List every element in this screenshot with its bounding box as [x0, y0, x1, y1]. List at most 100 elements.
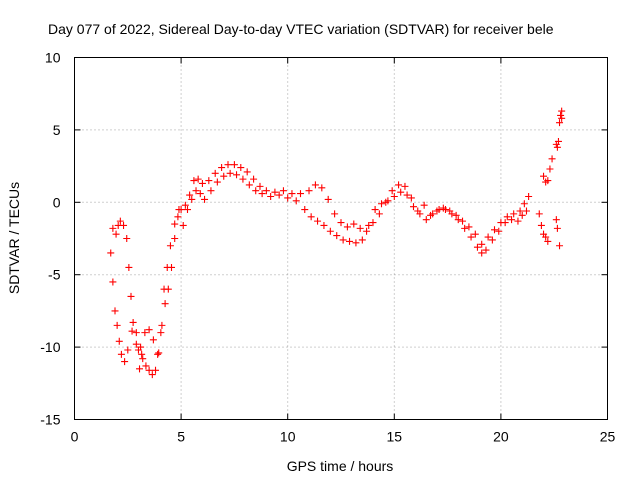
data-point — [152, 366, 160, 374]
data-point — [171, 220, 179, 228]
data-point — [554, 137, 562, 145]
data-point — [109, 278, 117, 286]
y-axis-ticks: -15 -10 -5 0 5 10 — [40, 50, 608, 428]
data-point — [333, 232, 341, 240]
data-point — [522, 207, 530, 215]
data-point — [262, 187, 270, 195]
data-point — [339, 236, 347, 244]
x-axis-title: GPS time / hours — [287, 458, 394, 474]
data-point — [115, 337, 123, 345]
data-point — [452, 211, 460, 219]
data-point — [121, 358, 129, 366]
data-point — [186, 191, 194, 199]
data-point — [109, 224, 117, 232]
data-point — [113, 321, 121, 329]
data-point — [346, 237, 354, 245]
data-point — [207, 187, 215, 195]
data-point — [525, 193, 533, 201]
data-point — [471, 230, 479, 238]
y-tick-label: -10 — [40, 339, 60, 355]
data-point — [488, 236, 496, 244]
data-point — [414, 207, 422, 215]
data-point — [239, 175, 247, 183]
x-tick-label: 5 — [177, 429, 185, 445]
data-point — [129, 318, 137, 326]
data-point — [284, 194, 292, 202]
data-point — [125, 263, 133, 271]
y-tick-label: -5 — [48, 267, 61, 283]
data-point — [433, 207, 441, 215]
data-point — [301, 206, 309, 214]
x-tick-label: 20 — [493, 429, 509, 445]
data-point — [454, 216, 462, 224]
data-point — [320, 221, 328, 229]
data-point — [311, 181, 319, 189]
data-point — [148, 371, 156, 379]
data-point — [439, 204, 447, 212]
data-point — [558, 107, 566, 115]
data-point — [337, 219, 345, 227]
data-point — [358, 236, 366, 244]
data-point — [271, 188, 279, 196]
data-point — [352, 239, 360, 247]
data-point — [378, 200, 386, 208]
data-point — [161, 300, 169, 308]
data-point — [168, 263, 176, 271]
data-point — [397, 188, 405, 196]
data-point — [224, 161, 232, 169]
data-point — [142, 362, 150, 370]
data-point — [213, 178, 221, 186]
data-point — [155, 349, 163, 357]
data-point — [267, 193, 275, 201]
data-point — [183, 206, 191, 214]
data-point — [484, 233, 492, 241]
data-point — [473, 243, 481, 251]
data-point — [192, 187, 200, 195]
data-point — [314, 217, 322, 225]
data-point — [446, 207, 454, 215]
data-point — [305, 187, 313, 195]
data-point — [188, 195, 196, 203]
data-point — [198, 179, 206, 187]
data-point — [422, 216, 430, 224]
x-axis-ticks: 0 5 10 15 20 25 — [71, 57, 615, 445]
y-axis-title: SDTVAR / TECUs — [6, 182, 22, 294]
y-tick-label: 10 — [45, 50, 61, 66]
x-tick-label: 0 — [71, 429, 79, 445]
data-point — [542, 233, 550, 241]
data-point — [128, 327, 136, 335]
data-point — [154, 350, 162, 358]
data-point — [166, 242, 174, 250]
data-point — [179, 221, 187, 229]
data-point — [230, 161, 238, 169]
data-point — [326, 227, 334, 235]
data-point — [196, 190, 204, 198]
data-point — [117, 350, 125, 358]
data-point — [177, 206, 185, 214]
data-point — [164, 285, 172, 293]
data-point — [518, 211, 526, 219]
data-point — [243, 168, 251, 176]
data-point — [552, 216, 560, 224]
data-point — [218, 164, 226, 172]
data-point — [407, 194, 415, 202]
data-point — [427, 211, 435, 219]
chart-title: Day 077 of 2022, Sidereal Day-to-day VTE… — [48, 21, 554, 37]
data-point — [279, 187, 287, 195]
data-point — [205, 177, 213, 185]
data-point — [343, 223, 351, 231]
data-point — [233, 171, 241, 179]
data-point — [371, 206, 379, 214]
data-point — [516, 207, 524, 215]
data-point — [401, 182, 409, 190]
data-point — [149, 336, 157, 344]
data-point — [245, 181, 253, 189]
data-point — [420, 201, 428, 209]
data-point — [482, 246, 490, 254]
x-tick-label: 10 — [280, 429, 296, 445]
data-point — [145, 326, 153, 334]
data-point — [395, 181, 403, 189]
data-point — [535, 210, 543, 218]
data-point — [365, 221, 373, 229]
data-point — [495, 227, 503, 235]
